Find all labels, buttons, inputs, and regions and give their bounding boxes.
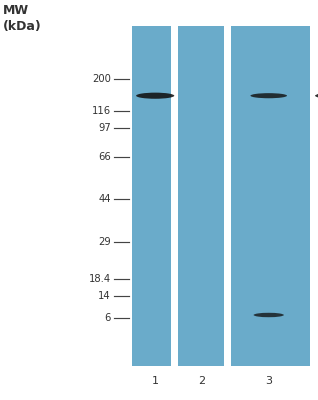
Text: 66: 66	[98, 152, 111, 162]
Bar	[132, 26, 171, 366]
Text: 1: 1	[152, 376, 159, 386]
Text: 200: 200	[92, 74, 111, 84]
Text: 6: 6	[105, 314, 111, 323]
Ellipse shape	[136, 93, 174, 99]
Text: 44: 44	[99, 194, 111, 204]
Text: 2: 2	[198, 376, 205, 386]
Text: 18.4: 18.4	[89, 274, 111, 284]
Text: MW
(kDa): MW (kDa)	[3, 4, 42, 33]
Text: 116: 116	[92, 106, 111, 116]
Text: 97: 97	[98, 123, 111, 133]
Ellipse shape	[254, 313, 284, 317]
Ellipse shape	[251, 93, 287, 98]
Text: 14: 14	[98, 291, 111, 301]
Text: 29: 29	[98, 237, 111, 247]
Text: 3: 3	[265, 376, 272, 386]
Bar	[231, 26, 310, 366]
Bar	[178, 26, 224, 366]
